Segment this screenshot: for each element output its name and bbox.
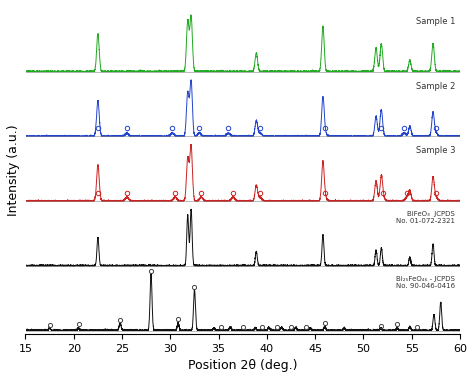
Text: Bi₂₅FeO₄₆ - JCPDS
No. 90-046-0416: Bi₂₅FeO₄₆ - JCPDS No. 90-046-0416: [396, 276, 455, 289]
Text: Sample 1: Sample 1: [416, 17, 455, 26]
Y-axis label: Intensity (a.u.): Intensity (a.u.): [7, 125, 20, 216]
Text: Sample 3: Sample 3: [416, 147, 455, 155]
Text: BiFeO₃  JCPDS
No. 01-072-2321: BiFeO₃ JCPDS No. 01-072-2321: [396, 211, 455, 224]
X-axis label: Position 2θ (deg.): Position 2θ (deg.): [188, 359, 298, 372]
Text: Sample 2: Sample 2: [416, 82, 455, 91]
